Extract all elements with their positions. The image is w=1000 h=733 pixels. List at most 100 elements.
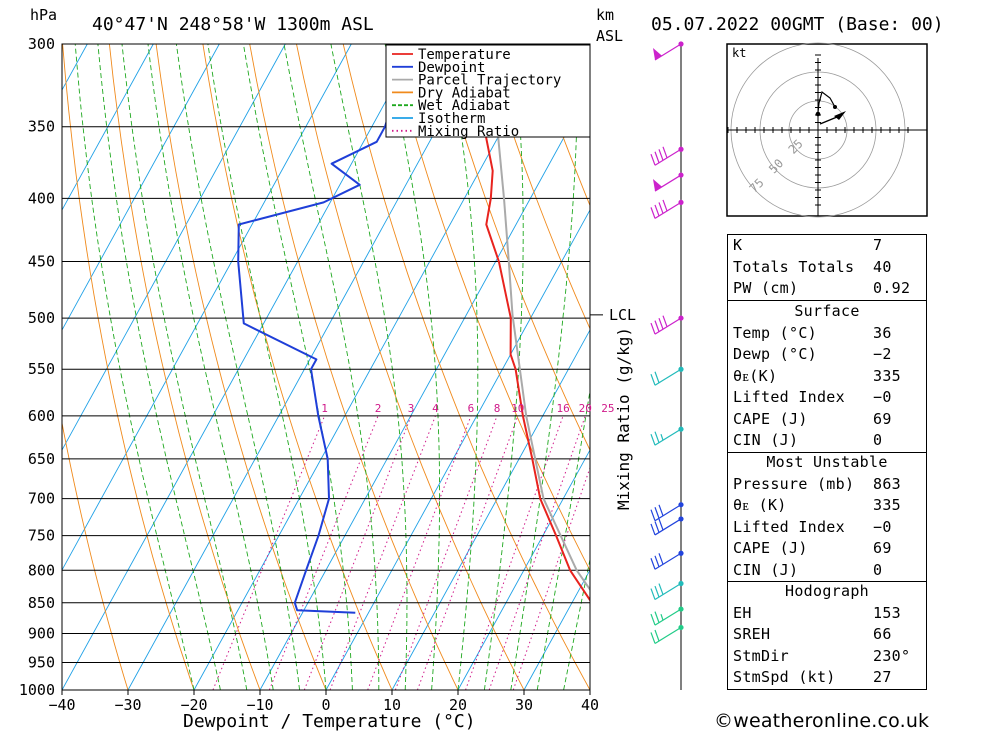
pressure-tick-label: 600 (28, 407, 55, 425)
surface-title: Surface (794, 302, 860, 320)
wind-barb-feather (650, 509, 656, 521)
index-key: CAPE (J) (733, 539, 808, 557)
wind-barb-staff (654, 518, 682, 536)
legend-label: Wet Adiabat (418, 98, 511, 114)
isotherm-line (523, 569, 590, 690)
index-row: θᴇ(K) 335 (728, 366, 926, 388)
legend-label: Parcel Trajectory (418, 73, 561, 89)
pressure-tick-label: 950 (28, 653, 55, 671)
mixing-ratio-line (394, 415, 498, 690)
wind-barb (650, 580, 684, 601)
wind-barb-feather (650, 154, 656, 166)
wind-barb-feather (654, 521, 660, 533)
dry-adiabat-line (483, 44, 590, 330)
mixing-ratio-line (212, 415, 326, 690)
wind-barb-staff (654, 201, 682, 219)
legend-label: Temperature (418, 47, 511, 63)
wind-barb (650, 550, 684, 570)
temperature-tick-label: 40 (581, 696, 599, 714)
temperature-tick-label: −40 (48, 696, 75, 714)
isotherm-line (457, 449, 590, 690)
index-value: 0.92 (873, 279, 911, 297)
wind-barb-feather (654, 204, 660, 217)
wind-barb-feather (662, 146, 668, 159)
wind-barb-staff (654, 583, 682, 601)
wet-adiabat-line (330, 44, 408, 690)
index-value: 69 (873, 409, 892, 428)
height-unit-km: km (596, 6, 614, 24)
wind-barb-feather (654, 151, 660, 163)
index-key: Lifted Index (733, 517, 845, 536)
index-value: 66 (873, 625, 892, 643)
pressure-tick-label: 550 (28, 360, 55, 378)
mixing-ratio-label: 1 (321, 402, 328, 415)
pressure-tick-label: 900 (28, 624, 55, 642)
index-value: 36 (873, 323, 892, 342)
index-value: −0 (873, 388, 892, 406)
temperature-tick-label: −30 (114, 696, 141, 714)
index-row: Dewp (°C) −2 (728, 344, 926, 366)
temperature-tick-labels: −40 −30 −20 −10 0 10 20 30 40 (48, 690, 599, 714)
dry-adiabat-line (108, 44, 261, 690)
wind-barb-pennant (653, 48, 662, 60)
wind-barb-feather (650, 558, 656, 570)
height-unit-asl: ASL (596, 27, 623, 45)
index-row: CIN (J) 0 (728, 560, 926, 582)
isotherm-line (62, 44, 220, 331)
wind-barb-staff (654, 504, 682, 522)
index-row: EH 153 (728, 603, 926, 625)
wet-adiabat-line (147, 44, 274, 690)
wind-barb-staff (654, 428, 682, 446)
index-key: Temp (°C) (733, 323, 817, 342)
legend-box (385, 44, 591, 138)
wind-barb (650, 426, 684, 446)
wind-barb-feather (654, 611, 660, 623)
index-key: EH (733, 603, 752, 622)
wet-adiabat-line (446, 44, 479, 690)
wind-barb-feather (654, 507, 660, 519)
wind-barb (650, 146, 684, 166)
index-key: PW (cm) (733, 279, 799, 297)
index-value: −0 (873, 517, 892, 536)
isotherm-line (127, 44, 484, 690)
index-key: CIN (J) (733, 431, 799, 449)
mixing-ratio-label: 6 (468, 402, 475, 415)
index-value: 153 (873, 603, 901, 622)
legend-label: Dewpoint (418, 60, 485, 76)
index-row: PW (cm) 0.92 (728, 278, 926, 300)
index-key: Totals Totals (733, 257, 855, 276)
legend-label: Mixing Ratio (418, 124, 519, 140)
index-value: 0 (873, 431, 883, 449)
isotherm-line (193, 44, 550, 690)
index-row: Totals Totals 40 (728, 257, 926, 279)
wind-barb-staff (654, 368, 682, 386)
temperature-line (462, 44, 590, 602)
pressure-tick-label: 650 (28, 450, 55, 468)
wind-barb-half-feather (660, 613, 664, 621)
wet-adiabat-line (563, 557, 590, 690)
mixing-ratio-line (488, 415, 586, 690)
wind-barb-feather (658, 553, 664, 565)
index-key: SREH (733, 625, 771, 643)
wind-barb-feather (650, 613, 656, 626)
wind-barb-half-feather (660, 434, 664, 441)
index-row: StmSpd (kt) 27 (728, 667, 926, 689)
wind-barb-staff (654, 43, 682, 61)
index-value: 230° (873, 646, 911, 665)
index-value: −2 (873, 345, 892, 363)
pressure-tick-label: 750 (28, 527, 55, 545)
wind-barb-feather (650, 523, 656, 536)
mixing-ratio-label: 8 (494, 402, 501, 415)
credit-label: ©weatheronline.co.uk (714, 710, 930, 732)
temperature-tick-label: 10 (383, 696, 401, 714)
index-row: Temp (°C) 36 (728, 323, 926, 345)
wind-barb-staff (654, 317, 682, 335)
wind-barb-staff (654, 174, 682, 192)
pressure-tick-label: 500 (28, 309, 55, 327)
datetime-title: 05.07.2022 00GMT (Base: 00) (651, 14, 944, 35)
index-value: 863 (873, 474, 901, 493)
wind-barb (650, 516, 684, 536)
